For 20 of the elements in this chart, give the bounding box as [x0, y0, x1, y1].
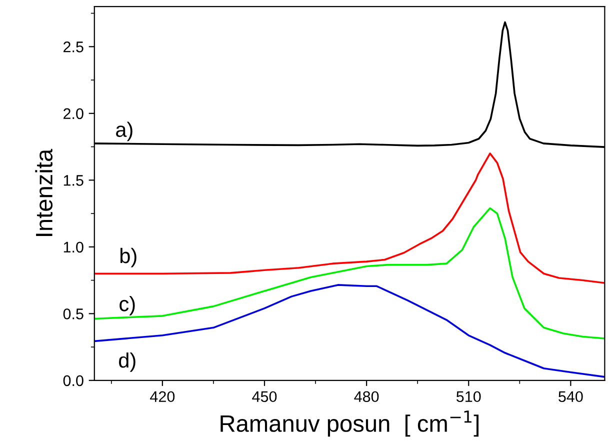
x-tick-label: 540: [558, 391, 583, 402]
series-label: d): [119, 352, 136, 372]
series-label: c): [120, 296, 135, 316]
y-tick-label: 2.0: [64, 108, 84, 120]
x-axis-title: Ramanuv posun [ cm$^{−1}$]: [220, 410, 479, 437]
series-label: a): [116, 122, 132, 142]
series-label: b): [120, 248, 136, 268]
x-tick-label: 450: [252, 391, 277, 402]
x-tick-label: 480: [354, 391, 379, 402]
y-tick-label: 0.0: [63, 375, 84, 386]
y-tick-label: 0.5: [63, 308, 84, 320]
y-axis-title: Intenzita: [35, 148, 53, 236]
line-series: [94, 152, 605, 284]
y-tick-label: 1.0: [64, 242, 84, 253]
line-series: [94, 284, 605, 378]
y-tick-label: 1.5: [64, 175, 84, 186]
x-tick-label: 510: [456, 391, 481, 402]
line-series: [94, 207, 605, 340]
x-tick-label: 420: [150, 391, 175, 402]
y-tick-label: 2.5: [64, 42, 84, 52]
